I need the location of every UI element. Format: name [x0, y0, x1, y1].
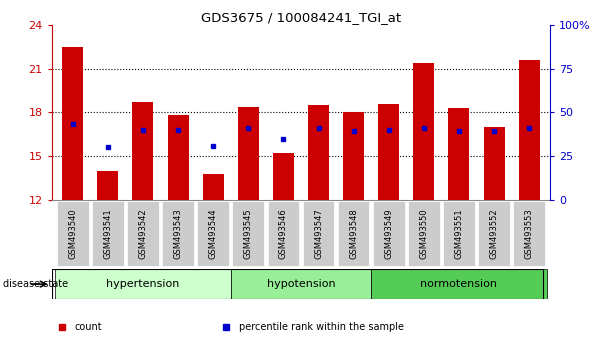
- Bar: [308, 105, 329, 200]
- Text: GSM493551: GSM493551: [454, 208, 463, 259]
- Text: GSM493553: GSM493553: [525, 208, 534, 259]
- Bar: [168, 115, 188, 200]
- Text: GSM493550: GSM493550: [420, 208, 429, 259]
- Bar: [238, 107, 259, 200]
- Bar: [273, 153, 294, 200]
- Bar: [343, 113, 364, 200]
- FancyBboxPatch shape: [443, 201, 475, 266]
- FancyBboxPatch shape: [198, 201, 229, 266]
- FancyBboxPatch shape: [57, 201, 89, 266]
- FancyBboxPatch shape: [268, 201, 299, 266]
- Text: normotension: normotension: [421, 279, 497, 289]
- FancyBboxPatch shape: [338, 201, 370, 266]
- Bar: [449, 108, 469, 200]
- Bar: [62, 47, 83, 200]
- Text: GSM493552: GSM493552: [489, 208, 499, 259]
- Text: GSM493548: GSM493548: [349, 208, 358, 259]
- Bar: [378, 104, 399, 200]
- Text: percentile rank within the sample: percentile rank within the sample: [238, 322, 404, 332]
- Text: GSM493546: GSM493546: [279, 208, 288, 259]
- Bar: [413, 63, 434, 200]
- Text: GSM493540: GSM493540: [68, 208, 77, 259]
- Bar: [519, 60, 540, 200]
- Text: GSM493544: GSM493544: [209, 208, 218, 259]
- Text: disease state: disease state: [3, 279, 68, 289]
- FancyBboxPatch shape: [408, 201, 440, 266]
- FancyBboxPatch shape: [92, 201, 123, 266]
- Bar: [133, 102, 153, 200]
- Text: GSM493545: GSM493545: [244, 208, 253, 259]
- FancyBboxPatch shape: [371, 269, 547, 299]
- FancyBboxPatch shape: [303, 201, 334, 266]
- FancyBboxPatch shape: [478, 201, 510, 266]
- Text: GSM493543: GSM493543: [173, 208, 182, 259]
- FancyBboxPatch shape: [127, 201, 159, 266]
- FancyBboxPatch shape: [513, 201, 545, 266]
- FancyBboxPatch shape: [373, 201, 404, 266]
- Text: GSM493542: GSM493542: [139, 208, 148, 259]
- FancyBboxPatch shape: [55, 269, 231, 299]
- FancyBboxPatch shape: [232, 201, 264, 266]
- FancyBboxPatch shape: [231, 269, 371, 299]
- Text: hypertension: hypertension: [106, 279, 179, 289]
- FancyBboxPatch shape: [162, 201, 194, 266]
- Text: hypotension: hypotension: [267, 279, 335, 289]
- Text: count: count: [74, 322, 102, 332]
- Text: GSM493547: GSM493547: [314, 208, 323, 259]
- Bar: [483, 127, 505, 200]
- Title: GDS3675 / 100084241_TGI_at: GDS3675 / 100084241_TGI_at: [201, 11, 401, 24]
- Bar: [202, 174, 224, 200]
- Bar: [97, 171, 119, 200]
- Text: GSM493549: GSM493549: [384, 208, 393, 259]
- Text: GSM493541: GSM493541: [103, 208, 112, 259]
